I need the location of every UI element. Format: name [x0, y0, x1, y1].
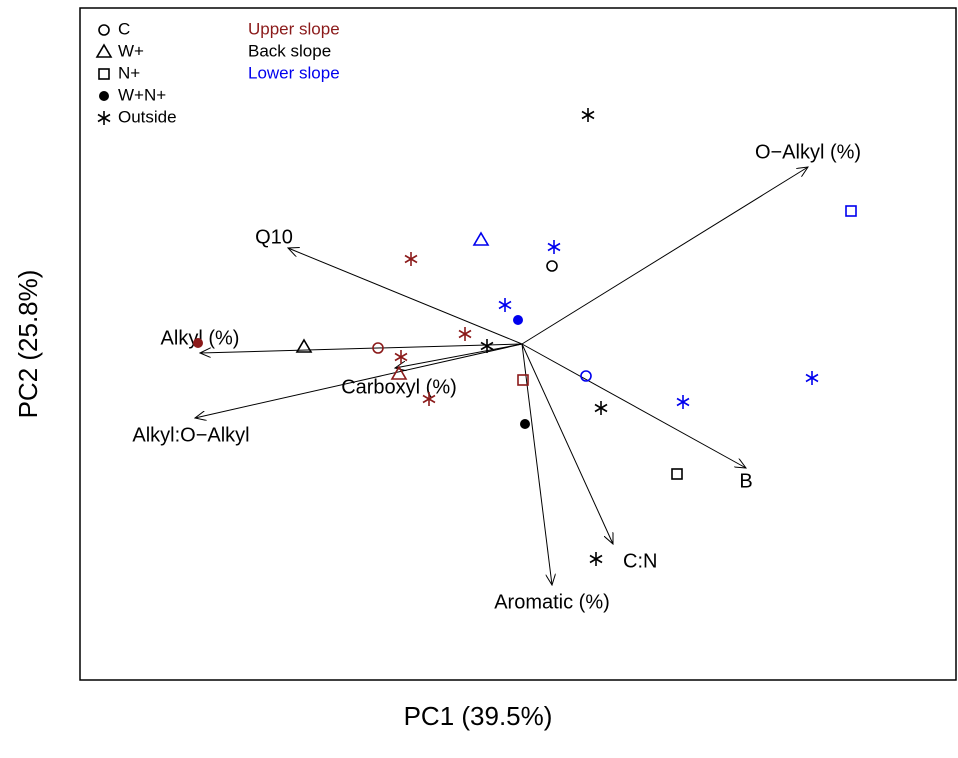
data-point [845, 205, 857, 217]
loading-arrow [395, 343, 523, 368]
marker-shape [547, 242, 561, 252]
loading-arrow [195, 343, 523, 418]
marker-shape [390, 365, 408, 380]
loading-arrow [521, 167, 808, 345]
data-point [520, 419, 530, 429]
data-point [372, 342, 384, 354]
loading-label: C:N [623, 550, 657, 572]
legend-label: Back slope [248, 41, 331, 60]
loading-label: Q10 [255, 226, 293, 248]
marker-shape [480, 341, 494, 351]
legend-symbol [99, 91, 109, 101]
marker-shape [295, 338, 313, 353]
marker-shape [513, 315, 523, 325]
marker-shape [580, 370, 592, 382]
loading-arrow [288, 248, 523, 345]
data-point [458, 327, 472, 341]
data-point [472, 231, 490, 246]
data-point [589, 552, 603, 566]
loading-label: Alkyl (%) [161, 327, 240, 349]
marker-shape [498, 300, 512, 310]
plot-frame [79, 7, 957, 681]
data-point [546, 260, 558, 272]
legend-label: Upper slope [248, 19, 340, 38]
loading-arrow [521, 343, 552, 585]
legend-symbol [97, 111, 111, 125]
marker-shape [517, 374, 529, 386]
data-point [390, 365, 408, 380]
data-point [498, 298, 512, 312]
marker-shape [95, 43, 113, 58]
data-point [581, 108, 595, 122]
loading-label: Aromatic (%) [494, 591, 610, 613]
data-point [404, 252, 418, 266]
data-point [676, 395, 690, 409]
marker-shape [97, 113, 111, 123]
data-point [594, 401, 608, 415]
legend-symbol [98, 68, 110, 80]
marker-shape [404, 254, 418, 264]
marker-shape [193, 338, 203, 348]
data-point [517, 374, 529, 386]
marker-shape [472, 231, 490, 246]
legend-label: C [118, 19, 130, 38]
marker-shape [676, 397, 690, 407]
marker-shape [520, 419, 530, 429]
legend-label: N+ [118, 63, 140, 82]
data-point [547, 240, 561, 254]
legend-symbol [95, 43, 113, 58]
legend-label: Lower slope [248, 63, 340, 82]
loading-arrow [200, 343, 523, 353]
legend-label: W+N+ [118, 85, 166, 104]
legend-label: W+ [118, 41, 144, 60]
marker-shape [372, 342, 384, 354]
loading-label: Alkyl:O−Alkyl [132, 424, 249, 446]
data-point [193, 338, 203, 348]
data-point [295, 338, 313, 353]
marker-shape [581, 110, 595, 120]
loading-label: Carboxyl (%) [341, 376, 457, 398]
marker-shape [845, 205, 857, 217]
data-point [580, 370, 592, 382]
marker-shape [394, 352, 408, 362]
x-axis-label: PC1 (39.5%) [404, 701, 553, 731]
marker-shape [594, 403, 608, 413]
legend-symbol [98, 24, 110, 36]
marker-shape [422, 394, 436, 404]
loading-label: B [739, 470, 752, 492]
loading-arrow [521, 343, 746, 468]
marker-shape [98, 24, 110, 36]
data-point [671, 468, 683, 480]
legend-label: Outside [118, 107, 177, 126]
data-point [394, 350, 408, 364]
loading-label: O−Alkyl (%) [755, 141, 861, 163]
marker-shape [458, 329, 472, 339]
data-point [513, 315, 523, 325]
y-axis-label: PC2 (25.8%) [13, 270, 43, 419]
marker-shape [98, 68, 110, 80]
marker-shape [805, 373, 819, 383]
data-point [805, 371, 819, 385]
data-point [422, 392, 436, 406]
marker-shape [671, 468, 683, 480]
marker-shape [546, 260, 558, 272]
marker-shape [99, 91, 109, 101]
marker-shape [589, 554, 603, 564]
loading-arrow [521, 343, 613, 544]
data-point [480, 339, 494, 353]
